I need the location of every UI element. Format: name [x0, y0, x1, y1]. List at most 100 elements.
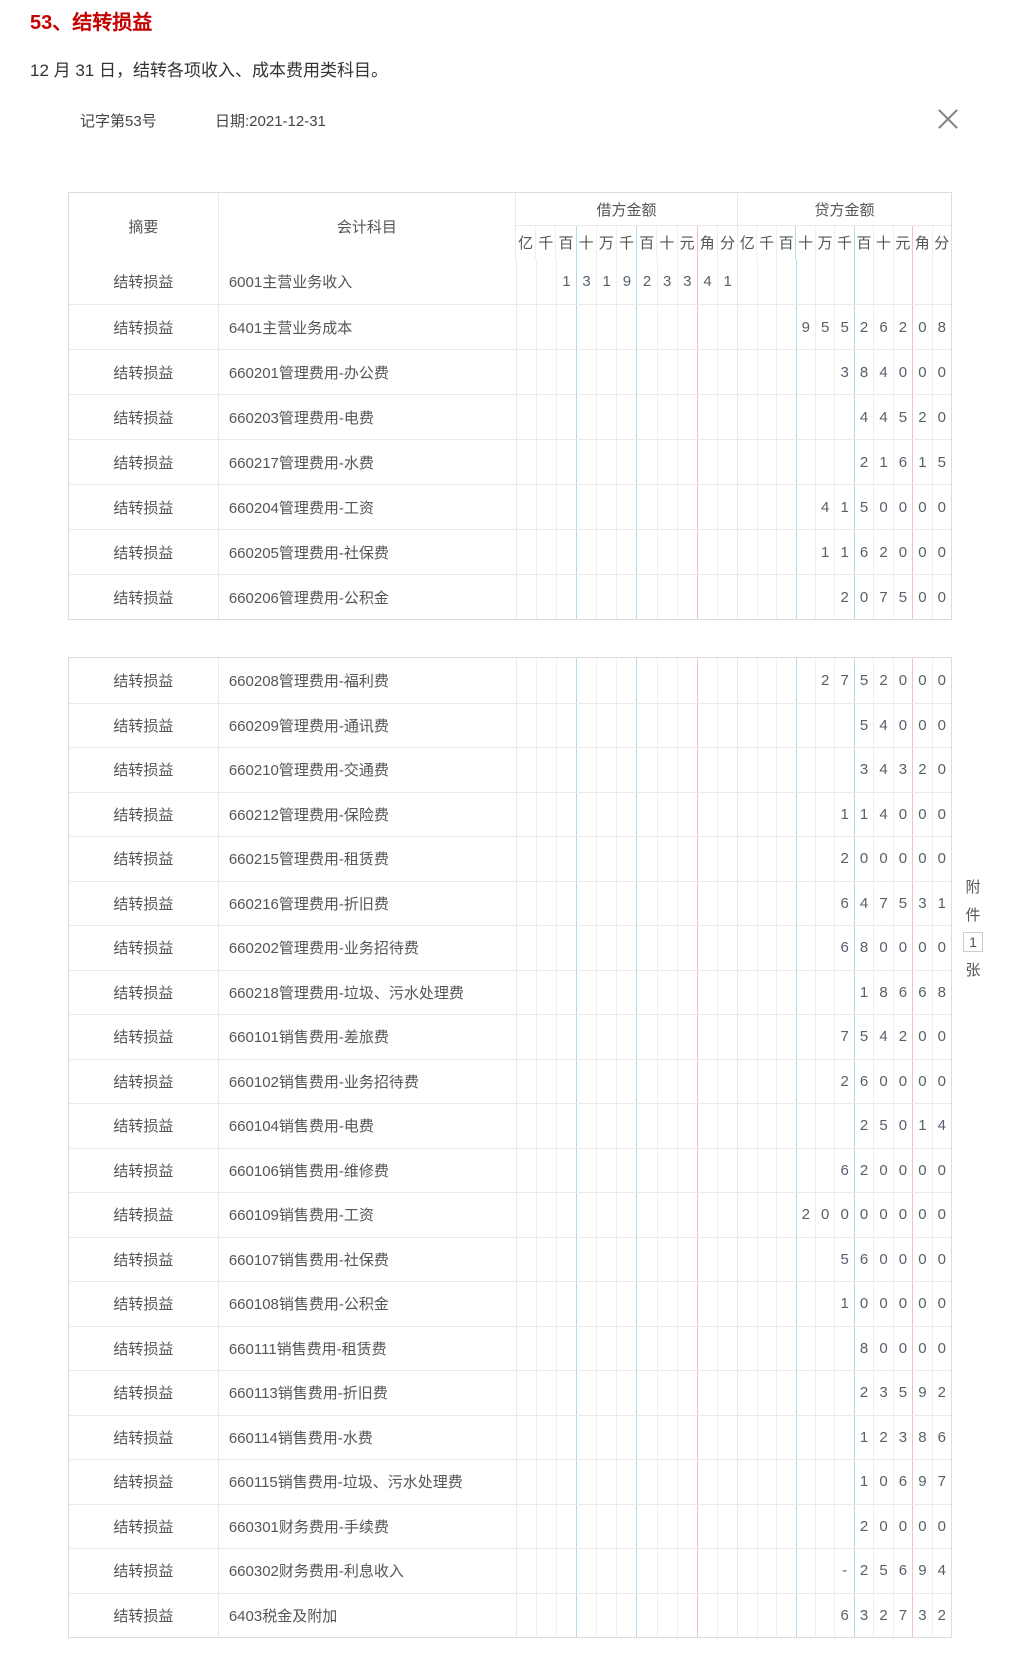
digit-cell: 0 — [913, 1504, 933, 1548]
digit-cell — [698, 970, 719, 1014]
digit-unit-label: 十 — [874, 226, 894, 259]
digit-cell — [597, 1059, 618, 1103]
digit-cell — [758, 530, 778, 574]
account-cell: 660302财务费用-利息收入 — [217, 1549, 517, 1593]
digit-cell — [617, 792, 638, 836]
digit-cell — [557, 1371, 577, 1415]
digit-cell: 7 — [835, 658, 855, 703]
digit-cell — [597, 1415, 618, 1459]
summary-cell: 结转损益 — [113, 274, 174, 291]
digit-cell — [678, 1193, 698, 1237]
digit-cell — [577, 1059, 598, 1103]
digit-cell — [698, 658, 719, 703]
digit-cell — [777, 1148, 797, 1192]
digit-cell — [797, 748, 816, 792]
digit-cell — [835, 1504, 855, 1548]
intro-text: 12 月 31 日，结转各项收入、成本费用类科目。 — [30, 61, 388, 80]
digit-cell — [658, 1549, 678, 1593]
account-cell: 660212管理费用-保险费 — [217, 792, 517, 836]
digit-cell — [658, 305, 678, 349]
digit-cell — [637, 1326, 658, 1370]
digit-cell: 2 — [835, 837, 855, 881]
account-cell: 660106销售费用-维修费 — [217, 1148, 517, 1192]
digit-cell — [658, 881, 678, 925]
digit-cell — [637, 926, 658, 970]
digit-cell: 6 — [835, 1593, 855, 1637]
digit-cell — [678, 350, 698, 394]
digit-cell: 0 — [874, 1193, 894, 1237]
digit-cell — [718, 1460, 737, 1504]
digit-cell — [874, 259, 894, 304]
digit-cell — [678, 305, 698, 349]
digit-cell: 2 — [913, 748, 933, 792]
digit-unit-label: 千 — [536, 226, 557, 259]
debit-amount-grid — [517, 530, 738, 574]
close-button[interactable] — [933, 104, 963, 134]
digit-cell: 3 — [874, 1371, 894, 1415]
digit-unit-label: 千 — [617, 226, 638, 259]
summary-cell: 结转损益 — [113, 1607, 174, 1625]
digit-cell — [597, 1104, 618, 1148]
digit-cell — [537, 1015, 557, 1059]
digit-unit-label: 元 — [894, 226, 914, 259]
debit-amount-grid — [517, 1371, 738, 1415]
digit-cell: 4 — [874, 1015, 894, 1059]
summary-cell: 结转损益 — [113, 1162, 174, 1180]
digit-cell: 3 — [678, 259, 698, 304]
digit-cell — [577, 1148, 598, 1192]
digit-cell — [777, 485, 797, 529]
digit-cell: 2 — [855, 440, 875, 484]
digit-cell — [797, 1415, 816, 1459]
digit-cell: 1 — [913, 1104, 933, 1148]
digit-cell — [557, 1415, 577, 1459]
digit-cell — [797, 792, 816, 836]
digit-cell: 0 — [913, 1148, 933, 1192]
digit-cell — [797, 1015, 816, 1059]
digit-cell: 9 — [617, 259, 638, 304]
debit-amount-grid — [517, 1415, 738, 1459]
digit-cell — [698, 748, 719, 792]
digit-cell — [617, 1193, 638, 1237]
digit-cell — [718, 530, 737, 574]
digit-cell — [577, 1104, 598, 1148]
digit-cell — [797, 881, 816, 925]
digit-cell — [698, 1504, 719, 1548]
digit-cell — [797, 1460, 816, 1504]
digit-cell — [637, 1015, 658, 1059]
digit-cell — [658, 1059, 678, 1103]
digit-cell — [557, 703, 577, 747]
digit-cell: 0 — [874, 1237, 894, 1281]
digit-cell — [738, 395, 758, 439]
digit-cell — [797, 1593, 816, 1637]
page-title: 53、结转损益 — [30, 12, 153, 34]
digit-cell: 0 — [937, 1206, 947, 1224]
digit-unit-label: 百 — [855, 226, 875, 259]
digit-cell — [658, 440, 678, 484]
digit-cell — [597, 1593, 618, 1637]
digit-cell — [816, 1549, 836, 1593]
digit-cell — [758, 395, 778, 439]
digit-cell — [617, 1059, 638, 1103]
debit-amount-grid — [517, 1059, 738, 1103]
digit-cell — [738, 350, 758, 394]
account-cell: 660215管理费用-租赁费 — [217, 837, 517, 881]
digit-cell — [738, 926, 758, 970]
digit-cell — [738, 1282, 758, 1326]
debit-amount-grid — [517, 1193, 738, 1237]
digit-cell — [835, 259, 855, 304]
digit-cell: 5 — [855, 485, 875, 529]
digit-cell: 2 — [874, 530, 894, 574]
digit-cell — [718, 575, 737, 619]
digit-cell — [738, 1460, 758, 1504]
summary-cell: 结转损益 — [113, 984, 174, 1002]
digit-cell — [816, 1326, 836, 1370]
summary-cell: 结转损益 — [113, 1474, 174, 1492]
digit-cell — [777, 1593, 797, 1637]
